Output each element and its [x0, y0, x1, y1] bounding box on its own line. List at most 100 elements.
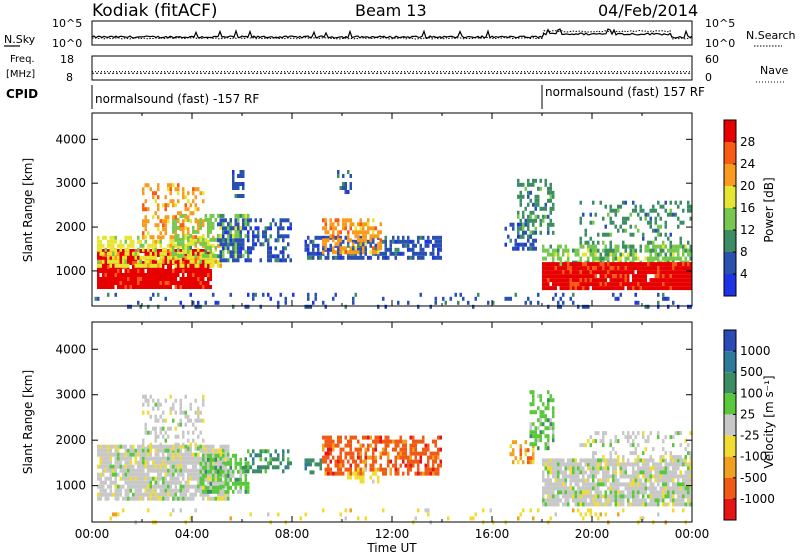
- heatmap-cell: [217, 233, 220, 238]
- heatmap-cell: [147, 430, 150, 435]
- heatmap-cell: [587, 502, 590, 507]
- heatmap-cell: [179, 418, 182, 423]
- heatmap-cell: [102, 259, 105, 264]
- heatmap-cell: [172, 406, 175, 411]
- heatmap-cell: [164, 496, 167, 501]
- heatmap-cell: [364, 516, 367, 521]
- heatmap-cell: [649, 494, 652, 499]
- heatmap-cell: [349, 255, 352, 260]
- heatmap-cell: [619, 470, 622, 475]
- heatmap-cell: [657, 478, 660, 483]
- heatmap-cell: [602, 282, 605, 287]
- heatmap-cell: [169, 488, 172, 493]
- heatmap-cell: [677, 270, 680, 275]
- heatmap-cell: [177, 253, 180, 258]
- heatmap-cell: [687, 204, 690, 209]
- heatmap-cell: [689, 455, 692, 460]
- heatmap-cell: [609, 278, 612, 283]
- heatmap-cell: [187, 452, 190, 457]
- heatmap-cell: [582, 482, 585, 487]
- heatmap-cell: [439, 463, 442, 468]
- heatmap-cell: [537, 186, 540, 191]
- heatmap-cell: [117, 269, 120, 273]
- heatmap-cell: [232, 174, 235, 178]
- heatmap-cell: [394, 443, 397, 448]
- heatmap-cell: [102, 492, 105, 497]
- heatmap-cell: [247, 254, 250, 259]
- heatmap-cell: [364, 234, 367, 239]
- heatmap-cell: [179, 448, 182, 453]
- heatmap-cell: [159, 251, 162, 256]
- heatmap-cell: [567, 466, 570, 471]
- heatmap-cell: [684, 455, 687, 460]
- heatmap-cell: [154, 434, 157, 439]
- heatmap-cell: [102, 273, 105, 277]
- heatmap-cell: [264, 234, 267, 239]
- heatmap-cell: [307, 243, 310, 248]
- heatmap-cell: [534, 410, 537, 415]
- heatmap-cell: [457, 300, 460, 305]
- heatmap-cell: [212, 213, 215, 218]
- heatmap-cell: [549, 422, 552, 427]
- heatmap-cell: [594, 248, 597, 253]
- heatmap-cell: [369, 443, 372, 448]
- heatmap-cell: [179, 468, 182, 473]
- heatmap-cell: [507, 296, 510, 301]
- heatmap-cell: [437, 467, 440, 472]
- heatmap-cell: [609, 252, 612, 257]
- heatmap-cell: [222, 218, 225, 223]
- heatmap-cell: [174, 243, 177, 248]
- heatmap-cell: [682, 248, 685, 253]
- heatmap-cell: [174, 261, 177, 265]
- heatmap-cell: [367, 447, 370, 452]
- heatmap-cell: [132, 496, 135, 501]
- heatmap-cell: [304, 458, 307, 463]
- heatmap-cell: [639, 478, 642, 483]
- heatmap-cell: [137, 269, 140, 273]
- heatmap-cell: [349, 182, 352, 186]
- heatmap-cell: [657, 256, 660, 261]
- heatmap-cell: [232, 258, 235, 263]
- heatmap-cell: [159, 472, 162, 477]
- heatmap-cell: [632, 474, 635, 479]
- heatmap-cell: [244, 461, 247, 466]
- heatmap-cell: [172, 229, 175, 234]
- heatmap-cell: [664, 458, 667, 463]
- heatmap-cell: [192, 496, 195, 501]
- heatmap-cell: [572, 494, 575, 499]
- heatmap-cell: [559, 286, 562, 291]
- heatmap-cell: [172, 472, 175, 477]
- heatmap-cell: [224, 258, 227, 263]
- heatmap-cell: [134, 261, 137, 265]
- heatmap-cell: [607, 282, 610, 287]
- heatmap-cell: [532, 448, 535, 453]
- heatmap-cell: [542, 430, 545, 435]
- heatmap-cell: [667, 236, 670, 241]
- heatmap-cell: [432, 467, 435, 472]
- heatmap-cell: [194, 207, 197, 212]
- heatmap-cell: [372, 226, 375, 231]
- heatmap-cell: [182, 227, 185, 232]
- heatmap-cell: [177, 434, 180, 439]
- heatmap-cell: [644, 470, 647, 475]
- heatmap-cell: [419, 235, 422, 240]
- heatmap-cell: [647, 466, 650, 471]
- heatmap-cell: [202, 477, 205, 482]
- heatmap-cell: [139, 444, 142, 449]
- heatmap-cell: [109, 468, 112, 473]
- heatmap-cell: [662, 490, 665, 495]
- heatmap-cell: [399, 439, 402, 444]
- heatmap-cell: [674, 286, 677, 291]
- heatmap-cell: [207, 285, 210, 289]
- heatmap-cell: [252, 242, 255, 247]
- heatmap-cell: [652, 458, 655, 463]
- heatmap-cell: [109, 448, 112, 453]
- heatmap-cell: [184, 233, 187, 238]
- heatmap-cell: [627, 282, 630, 287]
- heatmap-cell: [672, 262, 675, 267]
- heatmap-cell: [144, 484, 147, 489]
- heatmap-cell: [542, 262, 545, 267]
- heatmap-cell: [582, 502, 585, 507]
- heatmap-cell: [284, 300, 287, 305]
- heatmap-cell: [437, 247, 440, 252]
